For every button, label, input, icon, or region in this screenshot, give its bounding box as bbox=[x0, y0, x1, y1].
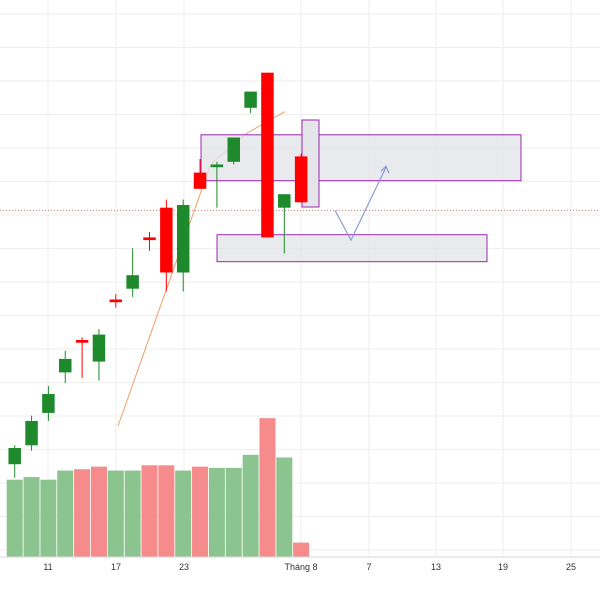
moving-average-line bbox=[117, 111, 286, 427]
supply-zone bbox=[200, 134, 522, 182]
volume-bars bbox=[6, 418, 310, 557]
candle bbox=[193, 159, 207, 189]
x-tick-label: 11 bbox=[43, 562, 52, 572]
volume-bar bbox=[158, 465, 175, 557]
volume-bar bbox=[74, 469, 91, 557]
candle bbox=[160, 199, 173, 292]
candle-body bbox=[160, 207, 173, 273]
candle-body bbox=[143, 237, 156, 241]
candle bbox=[261, 72, 274, 238]
projection-path bbox=[334, 166, 387, 242]
projection-layer bbox=[334, 165, 390, 242]
volume-bar bbox=[57, 470, 74, 557]
volume-bar bbox=[107, 470, 124, 557]
candle bbox=[59, 350, 72, 384]
candle bbox=[42, 385, 55, 421]
candle bbox=[126, 248, 139, 297]
candle bbox=[294, 153, 308, 203]
candle bbox=[227, 137, 240, 165]
volume-bar bbox=[242, 454, 259, 557]
candle-body bbox=[59, 358, 72, 373]
volume-bar bbox=[208, 467, 225, 557]
candle bbox=[109, 294, 123, 308]
candle-body bbox=[193, 172, 207, 189]
candle-body bbox=[176, 205, 190, 273]
x-tick-label: 17 bbox=[111, 562, 121, 572]
x-tick-label: Tháng 8 bbox=[284, 562, 317, 572]
candle-body bbox=[210, 164, 224, 168]
candle-body bbox=[278, 194, 291, 208]
volume-bar bbox=[124, 470, 141, 557]
candle bbox=[143, 232, 156, 251]
candle bbox=[8, 445, 21, 478]
candle-body bbox=[227, 137, 240, 162]
candle bbox=[92, 329, 106, 381]
candle bbox=[176, 199, 190, 292]
candle bbox=[278, 194, 291, 254]
x-tick-label: 19 bbox=[498, 562, 508, 572]
x-tick-label: 7 bbox=[366, 562, 371, 572]
candle bbox=[210, 161, 224, 208]
candle bbox=[25, 415, 38, 451]
x-axis: 11 17 23 Tháng 8 7 13 19 25 bbox=[43, 562, 576, 572]
volume-bar bbox=[6, 479, 23, 557]
volume-bar bbox=[192, 466, 209, 557]
volume-bar bbox=[259, 418, 276, 557]
candle bbox=[244, 91, 257, 114]
candle-body bbox=[126, 275, 139, 289]
volume-bar bbox=[293, 542, 310, 557]
volume-bar bbox=[90, 466, 107, 557]
volume-bar bbox=[175, 470, 192, 557]
x-tick-label: 25 bbox=[566, 562, 576, 572]
candle-body bbox=[42, 394, 55, 413]
candle-body bbox=[92, 334, 106, 362]
candle-body bbox=[109, 299, 123, 303]
candle-body bbox=[261, 72, 274, 238]
candles bbox=[8, 72, 308, 478]
volume-bar bbox=[225, 467, 242, 557]
volume-bar bbox=[141, 465, 158, 557]
candle-body bbox=[25, 421, 38, 446]
candle-body bbox=[75, 340, 89, 343]
candle-body bbox=[244, 91, 257, 108]
candle-body bbox=[8, 448, 21, 465]
zone-layer bbox=[200, 119, 522, 263]
x-tick-label: 23 bbox=[179, 562, 189, 572]
moving-average-layer bbox=[117, 111, 286, 427]
candle bbox=[75, 337, 89, 378]
volume-bar bbox=[40, 479, 57, 557]
candle-body bbox=[294, 156, 308, 203]
volume-bar bbox=[276, 457, 293, 557]
x-tick-label: 13 bbox=[431, 562, 441, 572]
projection-arrowhead bbox=[380, 165, 390, 174]
volume-bar bbox=[23, 477, 40, 557]
